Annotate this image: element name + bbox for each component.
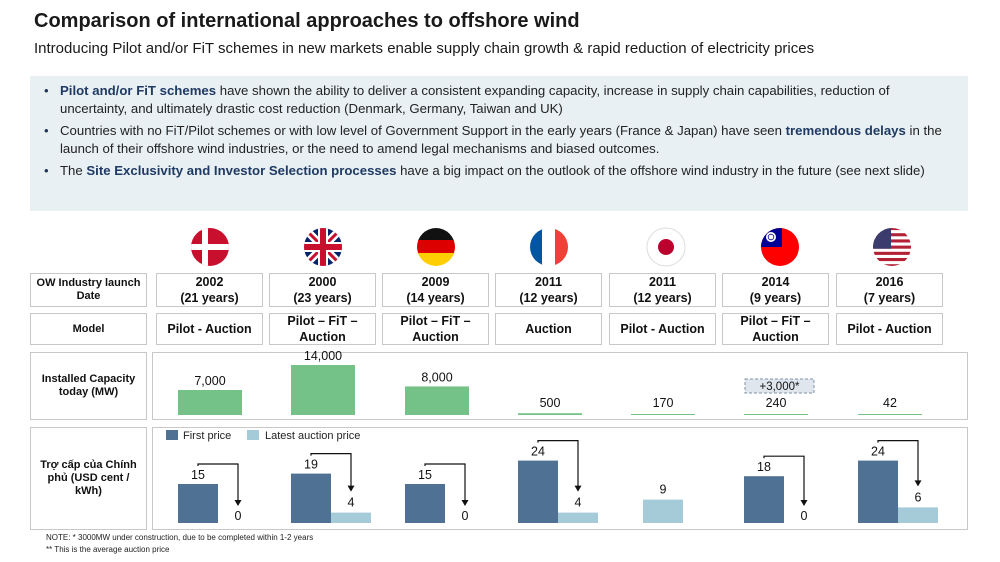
first-price-bar-usa bbox=[858, 460, 898, 523]
capacity-bar-taiwan bbox=[744, 414, 808, 415]
capacity-bar-germany bbox=[405, 386, 469, 415]
japan-flag-icon bbox=[646, 227, 686, 267]
capacity-bar-japan bbox=[631, 414, 695, 415]
footnote-2: ** This is the average auction price bbox=[46, 545, 170, 554]
subsidy-panel bbox=[152, 427, 968, 530]
launch-cell-france: 2011 (12 years) bbox=[495, 273, 602, 307]
latest-price-label-france: 4 bbox=[575, 496, 582, 510]
capacity-bar-uk bbox=[291, 365, 355, 415]
model-cell-usa: Pilot - Auction bbox=[836, 313, 943, 345]
model-cell-france: Auction bbox=[495, 313, 602, 345]
first-price-bar-taiwan bbox=[744, 476, 784, 523]
price-arrow-germany bbox=[424, 463, 466, 505]
capacity-label-denmark: 7,000 bbox=[194, 374, 225, 388]
capacity-label-taiwan: 240 bbox=[766, 396, 787, 410]
price-arrowhead-uk bbox=[347, 485, 355, 492]
capacity-label-uk: 14,000 bbox=[304, 349, 342, 363]
price-arrow-france bbox=[537, 440, 579, 491]
latest-price-bar-usa bbox=[898, 507, 938, 523]
page-title: Comparison of international approaches t… bbox=[34, 10, 580, 32]
latest-price-label-japan: 9 bbox=[660, 483, 667, 497]
capacity-annotation-taiwan: +3,000* bbox=[760, 381, 800, 393]
usa-flag-icon bbox=[873, 228, 911, 266]
first-price-bar-france bbox=[518, 460, 558, 523]
latest-price-bar-france bbox=[558, 512, 598, 523]
capacity-bar-france bbox=[518, 413, 582, 415]
first-price-label-usa: 24 bbox=[871, 445, 885, 459]
price-arrowhead-germany bbox=[461, 500, 469, 506]
latest-price-bar-japan bbox=[643, 499, 683, 523]
launch-cell-usa: 2016 (7 years) bbox=[836, 273, 943, 307]
first-price-label-uk: 19 bbox=[304, 458, 318, 472]
row-label-subsidy: Trợ cấp của Chính phủ (USD cent / kWh) bbox=[30, 427, 147, 530]
legend-swatch-first-price bbox=[166, 430, 178, 440]
latest-price-label-denmark: 0 bbox=[235, 509, 242, 523]
latest-price-label-usa: 6 bbox=[915, 490, 922, 504]
bullet-1: Pilot and/or FiT schemes have shown the … bbox=[44, 82, 956, 117]
footnote-1: NOTE: * 3000MW under construction, due t… bbox=[46, 533, 314, 542]
model-cell-japan: Pilot - Auction bbox=[609, 313, 716, 345]
denmark-flag-icon bbox=[191, 228, 229, 266]
launch-cell-japan: 2011 (12 years) bbox=[609, 273, 716, 307]
first-price-label-taiwan: 18 bbox=[757, 460, 771, 474]
first-price-bar-germany bbox=[405, 484, 445, 523]
latest-price-label-taiwan: 0 bbox=[801, 509, 808, 523]
launch-cell-germany: 2009 (14 years) bbox=[382, 273, 489, 307]
uk-flag-icon bbox=[304, 228, 342, 266]
latest-price-label-uk: 4 bbox=[348, 496, 355, 510]
capacity-annotation-box bbox=[744, 378, 815, 394]
bullet-2: Countries with no FiT/Pilot schemes or w… bbox=[44, 122, 956, 157]
model-cell-denmark: Pilot - Auction bbox=[156, 313, 263, 345]
legend-label-latest-price: Latest auction price bbox=[265, 430, 360, 442]
capacity-label-france: 500 bbox=[540, 396, 561, 410]
capacity-label-japan: 170 bbox=[653, 396, 674, 410]
row-label-installed-capacity: Installed Capacity today (MW) bbox=[30, 352, 147, 420]
price-arrow-taiwan bbox=[763, 455, 805, 505]
launch-cell-taiwan: 2014 (9 years) bbox=[722, 273, 829, 307]
price-arrowhead-usa bbox=[914, 480, 922, 487]
first-price-bar-denmark bbox=[178, 484, 218, 523]
first-price-label-denmark: 15 bbox=[191, 468, 205, 482]
model-cell-taiwan: Pilot – FiT – Auction bbox=[722, 313, 829, 345]
page-subtitle: Introducing Pilot and/or FiT schemes in … bbox=[34, 40, 815, 57]
model-cell-uk: Pilot – FiT – Auction bbox=[269, 313, 376, 345]
capacity-bar-usa bbox=[858, 414, 922, 415]
row-label-model: Model bbox=[30, 313, 147, 345]
price-arrow-usa bbox=[877, 440, 919, 486]
price-arrow-uk bbox=[310, 453, 352, 491]
price-arrowhead-denmark bbox=[234, 500, 242, 506]
price-arrowhead-taiwan bbox=[800, 500, 808, 506]
first-price-bar-uk bbox=[291, 473, 331, 523]
taiwan-flag-icon bbox=[761, 228, 799, 266]
launch-cell-denmark: 2002 (21 years) bbox=[156, 273, 263, 307]
latest-price-label-germany: 0 bbox=[462, 509, 469, 523]
germany-flag-icon bbox=[417, 228, 455, 266]
capacity-bar-denmark bbox=[178, 390, 242, 415]
model-cell-germany: Pilot – FiT – Auction bbox=[382, 313, 489, 345]
france-flag-icon bbox=[530, 228, 568, 266]
launch-cell-uk: 2000 (23 years) bbox=[269, 273, 376, 307]
legend-swatch-latest-price bbox=[247, 430, 259, 440]
first-price-label-france: 24 bbox=[531, 445, 545, 459]
legend-label-first-price: First price bbox=[183, 430, 231, 442]
capacity-label-usa: 42 bbox=[883, 396, 897, 410]
capacity-label-germany: 8,000 bbox=[421, 370, 452, 384]
key-findings-box: Pilot and/or FiT schemes have shown the … bbox=[30, 76, 968, 211]
price-arrowhead-france bbox=[574, 485, 582, 492]
capacity-panel bbox=[152, 352, 968, 420]
first-price-label-germany: 15 bbox=[418, 468, 432, 482]
row-label-launch-date: OW Industry launch Date bbox=[30, 273, 147, 307]
latest-price-bar-uk bbox=[331, 512, 371, 523]
price-arrow-denmark bbox=[197, 463, 239, 505]
bullet-3: The Site Exclusivity and Investor Select… bbox=[44, 162, 956, 180]
